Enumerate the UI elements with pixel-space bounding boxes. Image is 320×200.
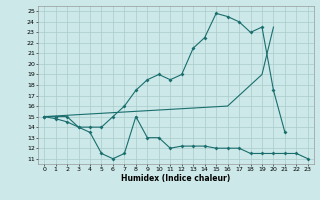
X-axis label: Humidex (Indice chaleur): Humidex (Indice chaleur) <box>121 174 231 183</box>
